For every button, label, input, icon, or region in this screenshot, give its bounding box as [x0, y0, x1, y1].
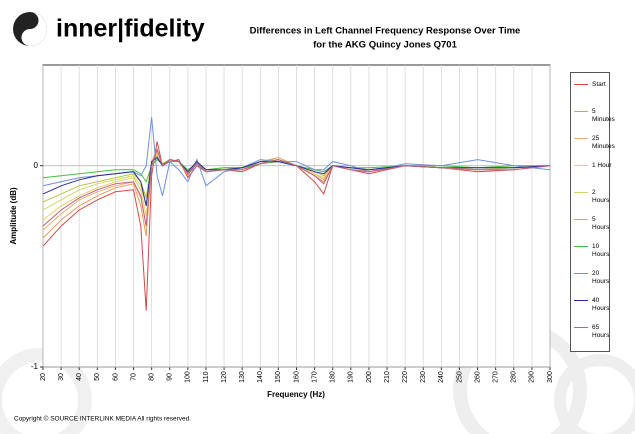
legend-label: 65 Hours: [592, 324, 610, 339]
decor: [554, 354, 635, 434]
x-tick-label: 250: [456, 371, 463, 383]
legend-swatch: [574, 138, 588, 139]
legend-label: Start: [592, 81, 606, 88]
legend-swatch: [574, 192, 588, 193]
x-tick-label: 290: [529, 371, 536, 383]
logo-icon: [21, 12, 47, 46]
x-tick-label: 60: [112, 373, 119, 381]
legend-swatch: [574, 246, 588, 247]
legend-label: 5 Hours: [592, 216, 610, 231]
legend-swatch: [574, 165, 588, 166]
legend-swatch: [574, 300, 588, 301]
x-tick-label: 170: [311, 371, 318, 383]
x-tick-label: 300: [547, 371, 554, 383]
x-tick-label: 80: [148, 373, 155, 381]
x-tick-label: 70: [130, 373, 137, 381]
x-tick-label: 120: [221, 371, 228, 383]
x-tick-label: 100: [185, 371, 192, 383]
legend-swatch: [574, 111, 588, 112]
legend-swatch: [574, 219, 588, 220]
copyright: Copyright © SOURCE INTERLINK MEDIA All r…: [14, 415, 191, 423]
legend-label: 5 Minutes: [592, 108, 615, 123]
legend-label: 10 Hours: [592, 243, 610, 258]
legend: Start 5 Minutes 25 Minutes 1 Hour 2 Hours 5 H…: [570, 72, 615, 352]
y-tick-label: -1: [31, 362, 39, 371]
x-tick-label: 150: [275, 371, 282, 383]
logo: inner|fidelity: [56, 15, 205, 43]
x-tick-label: 40: [76, 373, 83, 381]
legend-label: 1 Hour: [592, 162, 612, 169]
x-tick-label: 30: [58, 373, 65, 381]
x-tick-label: 180: [330, 371, 337, 383]
x-tick-label: 240: [438, 371, 445, 383]
x-tick-label: 50: [94, 373, 101, 381]
x-tick-label: 220: [402, 371, 409, 383]
legend-label: 20 Hours: [592, 270, 610, 285]
x-tick-label: 20: [40, 373, 47, 381]
x-tick-label: 270: [493, 371, 500, 383]
x-tick-label: 230: [420, 371, 427, 383]
x-tick-label: 110: [203, 371, 210, 382]
x-tick-label: 140: [257, 371, 264, 383]
x-tick-label: 210: [384, 371, 391, 383]
y-tick-label: 0: [34, 161, 39, 170]
chart-title: for the AKG Quincy Jones Q701: [313, 40, 457, 51]
legend-label: 2 Hours: [592, 189, 610, 204]
legend-swatch: [574, 273, 588, 274]
x-tick-label: 280: [511, 371, 518, 383]
legend-swatch: [574, 84, 588, 85]
x-tick-label: 260: [474, 371, 481, 383]
decor: [0, 348, 92, 434]
chart-title: Differences in Left Channel Frequency Re…: [250, 26, 521, 37]
x-tick-label: 200: [366, 371, 373, 383]
legend-label: 40 Hours: [592, 297, 610, 312]
x-tick-label: 190: [348, 371, 355, 383]
y-axis-label: Amplitude (dB): [9, 187, 18, 245]
x-tick-label: 90: [167, 373, 174, 381]
x-tick-label: 130: [239, 371, 246, 383]
x-tick-label: 160: [293, 371, 300, 383]
legend-swatch: [574, 327, 588, 328]
legend-label: 25 Minutes: [592, 135, 615, 150]
series-line: [42, 156, 551, 207]
x-axis-label: Frequency (Hz): [267, 390, 325, 399]
series-line: [42, 148, 551, 227]
